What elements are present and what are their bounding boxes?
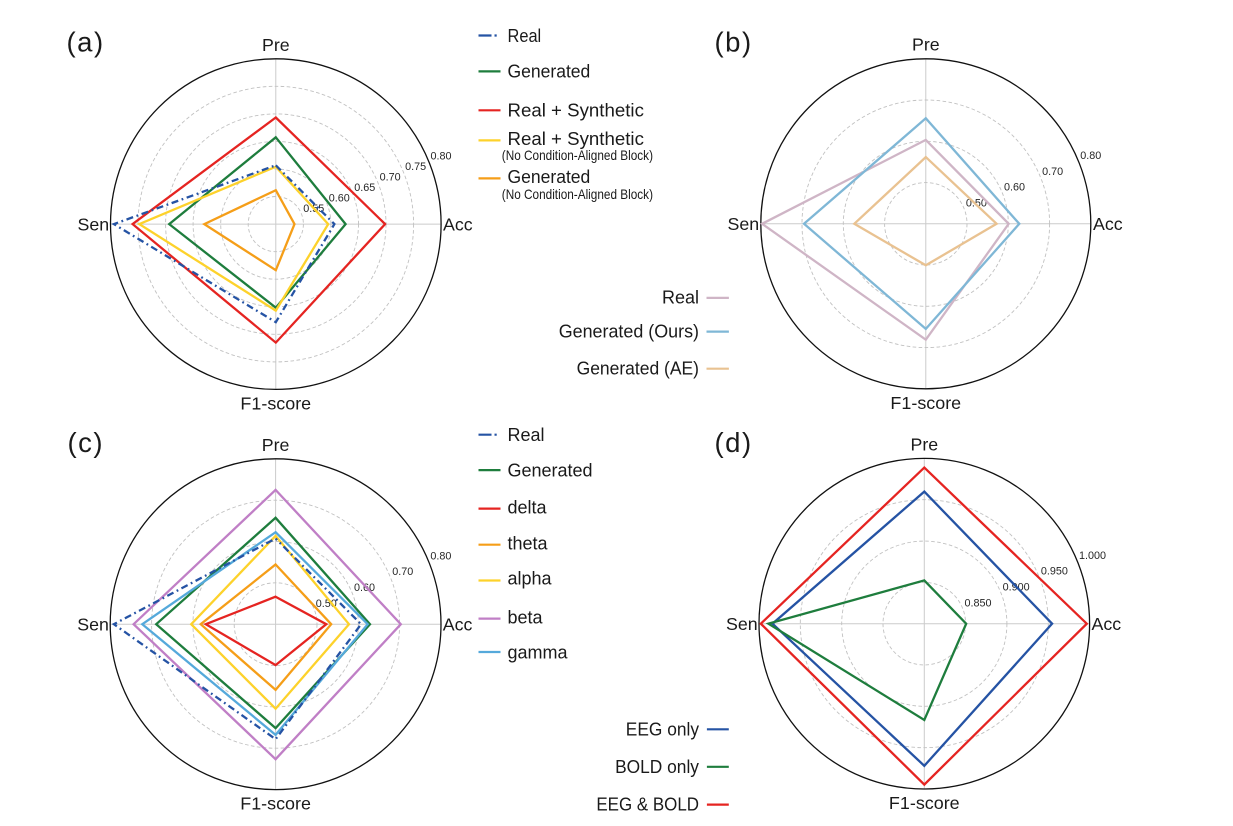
svg-text:1.000: 1.000 — [1079, 550, 1106, 562]
svg-text:Pre: Pre — [910, 435, 938, 455]
svg-text:beta: beta — [508, 607, 544, 627]
svg-text:Real: Real — [662, 288, 699, 308]
svg-text:Sen: Sen — [726, 614, 758, 634]
svg-text:0.950: 0.950 — [1041, 566, 1068, 578]
svg-text:Generated (AE): Generated (AE) — [577, 359, 699, 379]
svg-text:F1-score: F1-score — [890, 393, 961, 413]
svg-text:0.75: 0.75 — [405, 161, 426, 173]
svg-text:Generated: Generated — [508, 167, 591, 187]
svg-text:Generated: Generated — [508, 461, 593, 481]
svg-text:Pre: Pre — [262, 35, 290, 55]
svg-text:Sen: Sen — [77, 615, 109, 635]
svg-text:(b): (b) — [715, 27, 753, 58]
svg-text:Pre: Pre — [912, 35, 940, 55]
svg-text:0.70: 0.70 — [1042, 166, 1063, 178]
svg-text:Generated: Generated — [508, 62, 591, 82]
svg-text:(a): (a) — [67, 27, 105, 58]
svg-text:gamma: gamma — [508, 643, 569, 663]
svg-text:alpha: alpha — [508, 569, 553, 589]
svg-text:0.850: 0.850 — [965, 597, 992, 609]
svg-text:0.70: 0.70 — [380, 171, 401, 183]
svg-text:Real + Synthetic: Real + Synthetic — [508, 101, 644, 121]
svg-text:F1-score: F1-score — [889, 793, 960, 813]
svg-text:F1-score: F1-score — [240, 394, 311, 414]
svg-text:F1-score: F1-score — [240, 794, 311, 814]
svg-text:Acc: Acc — [443, 615, 473, 635]
svg-text:delta: delta — [508, 498, 548, 518]
svg-text:EEG only: EEG only — [626, 719, 699, 739]
svg-text:Real: Real — [508, 425, 545, 445]
svg-text:Generated (Ours): Generated (Ours) — [559, 321, 699, 341]
svg-text:0.80: 0.80 — [1080, 150, 1101, 162]
svg-text:Acc: Acc — [1091, 614, 1121, 634]
svg-text:Real: Real — [508, 26, 542, 46]
svg-text:(d): (d) — [715, 427, 753, 458]
svg-text:0.80: 0.80 — [430, 550, 451, 562]
svg-text:0.80: 0.80 — [431, 150, 452, 162]
svg-text:0.65: 0.65 — [354, 182, 375, 194]
svg-text:(No Condition-Aligned Block): (No Condition-Aligned Block) — [502, 147, 653, 163]
svg-text:theta: theta — [508, 534, 549, 554]
svg-text:0.50: 0.50 — [316, 598, 337, 610]
svg-text:Acc: Acc — [1093, 214, 1123, 234]
svg-text:0.60: 0.60 — [1004, 182, 1025, 194]
svg-text:EEG & BOLD: EEG & BOLD — [596, 795, 699, 815]
svg-text:(c): (c) — [68, 427, 105, 458]
svg-text:(No Condition-Aligned Block): (No Condition-Aligned Block) — [502, 186, 653, 202]
svg-text:Sen: Sen — [727, 214, 759, 234]
svg-text:Acc: Acc — [443, 215, 473, 235]
svg-text:0.70: 0.70 — [392, 566, 413, 578]
svg-text:Pre: Pre — [262, 435, 290, 455]
svg-text:Sen: Sen — [77, 215, 109, 235]
svg-text:Real + Synthetic: Real + Synthetic — [508, 129, 644, 149]
svg-text:BOLD only: BOLD only — [615, 757, 699, 777]
svg-text:0.60: 0.60 — [329, 193, 350, 205]
